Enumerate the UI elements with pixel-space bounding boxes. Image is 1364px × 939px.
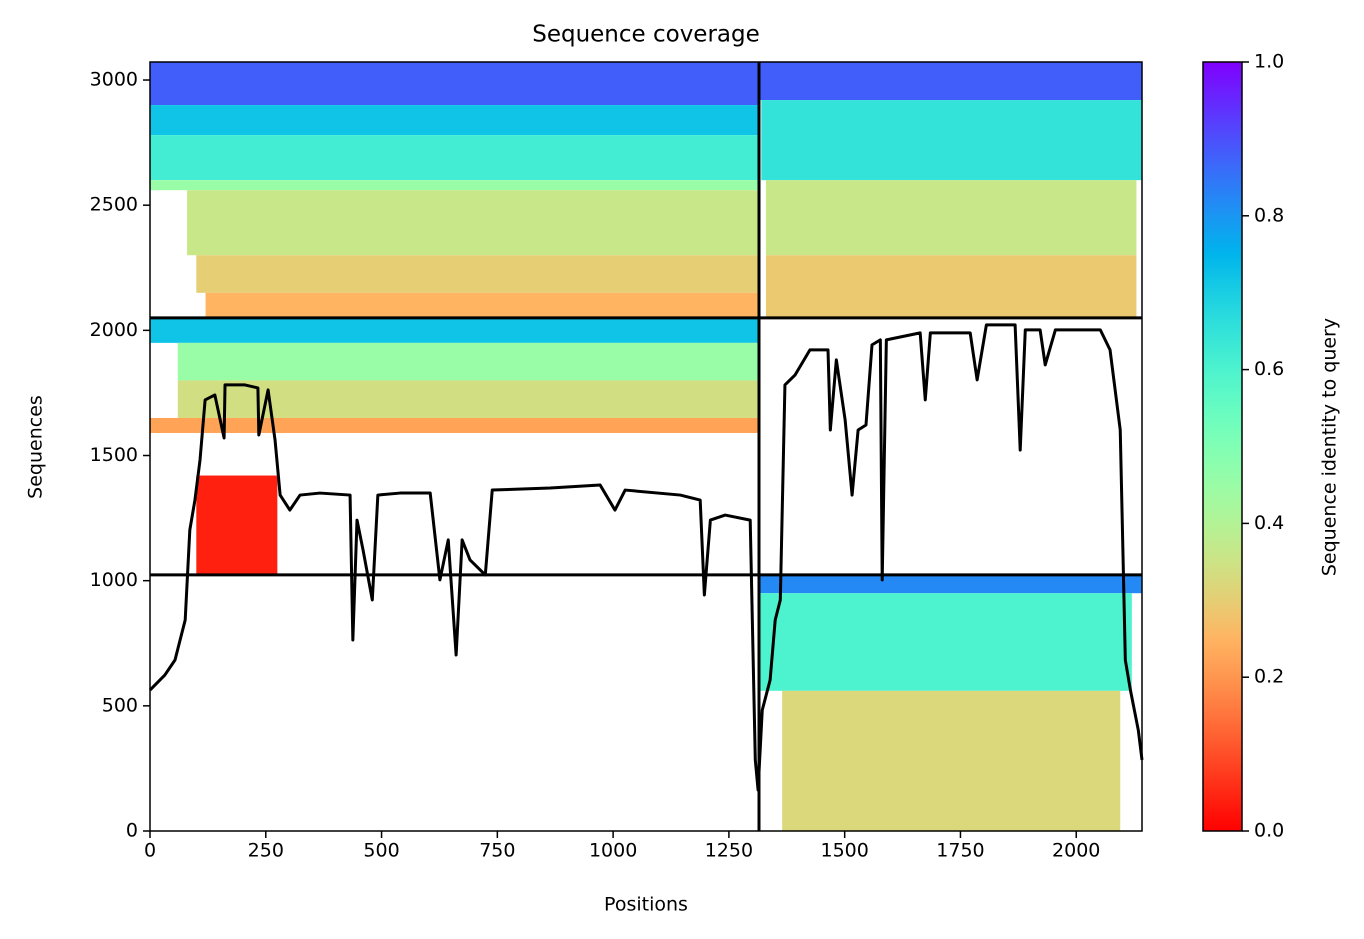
x-tick-label: 0 (144, 840, 156, 862)
colorbar-tick-label: 1.0 (1254, 51, 1284, 73)
coverage-band (205, 292, 760, 318)
colorbar-tick-label: 0.4 (1254, 512, 1284, 534)
coverage-band (782, 690, 1121, 831)
coverage-band (759, 593, 1132, 691)
y-tick-label: 500 (102, 694, 138, 716)
coverage-band (759, 62, 1142, 101)
y-tick-label: 2500 (90, 194, 138, 216)
coverage-band (150, 105, 760, 136)
y-tick-label: 1500 (90, 444, 138, 466)
coverage-line (148, 323, 1144, 792)
coverage-band (150, 180, 760, 191)
x-tick-label: 1250 (705, 840, 753, 862)
y-tick-label: 1000 (90, 569, 138, 591)
y-tick-label: 2000 (90, 319, 138, 341)
y-axis-label: Sequences (25, 395, 47, 499)
colorbar-tick-label: 0.0 (1254, 820, 1284, 842)
x-tick-label: 2000 (1052, 840, 1100, 862)
x-tick-label: 1000 (589, 840, 637, 862)
x-axis-label: Positions (604, 894, 688, 916)
y-tick-label: 3000 (90, 69, 138, 91)
coverage-band (150, 317, 760, 343)
coverage-band (177, 342, 760, 381)
coverage-band (196, 475, 278, 575)
colorbar-label: Sequence identity to query (1319, 318, 1341, 576)
coverage-band (150, 62, 760, 106)
x-tick-label: 250 (248, 840, 284, 862)
coverage-band (765, 255, 1137, 318)
x-tick-label: 750 (479, 840, 515, 862)
colorbar-tick-label: 0.2 (1254, 666, 1284, 688)
coverage-band (765, 180, 1137, 256)
coverage-band (177, 380, 760, 418)
coverage-band (196, 255, 760, 293)
plot-frame (149, 61, 1143, 832)
chart-title: Sequence coverage (532, 22, 760, 48)
coverage-band (759, 574, 1142, 594)
y-tick-label: 0 (126, 820, 138, 842)
coverage-band (187, 190, 760, 256)
coverage-band (761, 100, 1142, 181)
colorbar-tick-label: 0.8 (1254, 204, 1284, 226)
x-tick-label: 1500 (820, 840, 868, 862)
colorbar-tick-label: 0.6 (1254, 358, 1284, 380)
x-tick-label: 500 (363, 840, 399, 862)
coverage-band (150, 417, 760, 433)
coverage-band (150, 135, 760, 181)
x-tick-label: 1750 (936, 840, 984, 862)
colorbar (1202, 61, 1243, 832)
